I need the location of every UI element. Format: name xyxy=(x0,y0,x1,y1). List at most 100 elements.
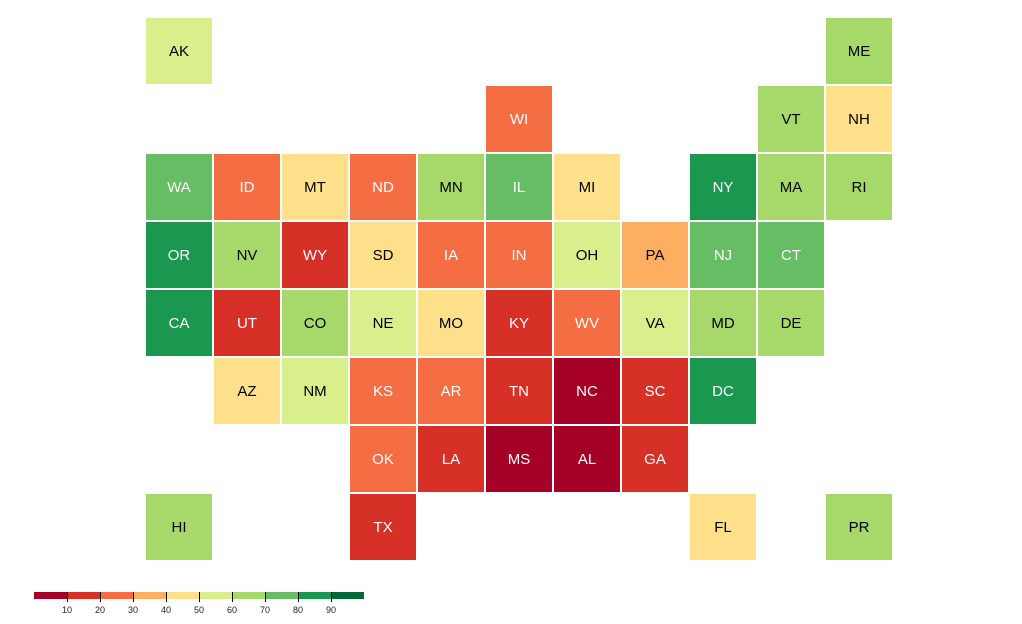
legend-tick-label: 20 xyxy=(94,605,105,615)
state-tile-oh[interactable]: OH xyxy=(554,222,620,288)
legend-tick xyxy=(133,592,134,602)
state-tile-sc[interactable]: SC xyxy=(622,358,688,424)
state-tile-ok[interactable]: OK xyxy=(350,426,416,492)
legend-swatch xyxy=(166,592,199,599)
legend-tick-label: 50 xyxy=(193,605,204,615)
state-label: TN xyxy=(509,382,529,400)
state-tile-pr[interactable]: PR xyxy=(826,494,892,560)
legend-swatch xyxy=(265,592,298,599)
state-tile-ky[interactable]: KY xyxy=(486,290,552,356)
state-tile-ar[interactable]: AR xyxy=(418,358,484,424)
state-tile-mt[interactable]: MT xyxy=(282,154,348,220)
state-tile-in[interactable]: IN xyxy=(486,222,552,288)
state-label: MS xyxy=(507,450,531,468)
state-label: NJ xyxy=(713,246,733,264)
state-label: KY xyxy=(508,314,529,332)
state-label: OH xyxy=(575,246,599,264)
state-label: MO xyxy=(438,314,464,332)
state-tile-vt[interactable]: VT xyxy=(758,86,824,152)
state-tile-ks[interactable]: KS xyxy=(350,358,416,424)
legend-swatch xyxy=(331,592,364,599)
state-label: CT xyxy=(781,246,801,264)
legend-swatch xyxy=(232,592,265,599)
state-tile-co[interactable]: CO xyxy=(282,290,348,356)
state-tile-ny[interactable]: NY xyxy=(690,154,756,220)
state-tile-tx[interactable]: TX xyxy=(350,494,416,560)
state-label: NV xyxy=(236,246,258,264)
state-tile-mi[interactable]: MI xyxy=(554,154,620,220)
state-tile-ut[interactable]: UT xyxy=(214,290,280,356)
state-tile-ct[interactable]: CT xyxy=(758,222,824,288)
state-tile-me[interactable]: ME xyxy=(826,18,892,84)
state-tile-mn[interactable]: MN xyxy=(418,154,484,220)
state-tile-wi[interactable]: WI xyxy=(486,86,552,152)
legend-tick-label: 60 xyxy=(226,605,237,615)
state-tile-md[interactable]: MD xyxy=(690,290,756,356)
state-tile-mo[interactable]: MO xyxy=(418,290,484,356)
state-tile-tn[interactable]: TN xyxy=(486,358,552,424)
state-tile-wa[interactable]: WA xyxy=(146,154,212,220)
legend-tick xyxy=(331,592,332,602)
state-tile-wy[interactable]: WY xyxy=(282,222,348,288)
state-label: RI xyxy=(851,178,867,196)
state-tile-nm[interactable]: NM xyxy=(282,358,348,424)
state-tile-ga[interactable]: GA xyxy=(622,426,688,492)
state-tile-ri[interactable]: RI xyxy=(826,154,892,220)
state-label: OK xyxy=(372,450,394,468)
state-label: CO xyxy=(303,314,327,332)
state-tile-nj[interactable]: NJ xyxy=(690,222,756,288)
state-tile-nc[interactable]: NC xyxy=(554,358,620,424)
state-tile-wv[interactable]: WV xyxy=(554,290,620,356)
state-label: ND xyxy=(372,178,394,196)
state-label: UT xyxy=(237,314,257,332)
legend-tick-label: 70 xyxy=(259,605,270,615)
legend-color-bar xyxy=(34,592,364,599)
legend-tick xyxy=(67,592,68,602)
state-tile-az[interactable]: AZ xyxy=(214,358,280,424)
state-label: TX xyxy=(373,518,393,536)
state-tile-il[interactable]: IL xyxy=(486,154,552,220)
state-label: AR xyxy=(440,382,462,400)
state-label: MN xyxy=(439,178,463,196)
state-label: ME xyxy=(847,42,871,60)
legend-tick xyxy=(298,592,299,602)
state-tile-hi[interactable]: HI xyxy=(146,494,212,560)
state-label: KS xyxy=(372,382,393,400)
legend-swatch xyxy=(133,592,166,599)
state-label: NH xyxy=(848,110,870,128)
state-tile-fl[interactable]: FL xyxy=(690,494,756,560)
state-tile-ak[interactable]: AK xyxy=(146,18,212,84)
state-label: ID xyxy=(239,178,255,196)
legend-tick xyxy=(100,592,101,602)
state-label: AK xyxy=(168,42,189,60)
legend-tick-label: 90 xyxy=(325,605,336,615)
state-label: IA xyxy=(443,246,459,264)
state-tile-al[interactable]: AL xyxy=(554,426,620,492)
state-label: MT xyxy=(304,178,326,196)
state-label: NC xyxy=(576,382,598,400)
state-tile-la[interactable]: LA xyxy=(418,426,484,492)
state-tile-ca[interactable]: CA xyxy=(146,290,212,356)
legend-swatch xyxy=(67,592,100,599)
state-label: VT xyxy=(781,110,801,128)
state-tile-ne[interactable]: NE xyxy=(350,290,416,356)
state-tile-nh[interactable]: NH xyxy=(826,86,892,152)
state-tile-pa[interactable]: PA xyxy=(622,222,688,288)
state-tile-nd[interactable]: ND xyxy=(350,154,416,220)
state-tile-id[interactable]: ID xyxy=(214,154,280,220)
state-tile-ma[interactable]: MA xyxy=(758,154,824,220)
state-tile-nv[interactable]: NV xyxy=(214,222,280,288)
state-tile-de[interactable]: DE xyxy=(758,290,824,356)
legend-tick-label: 10 xyxy=(61,605,72,615)
state-tile-va[interactable]: VA xyxy=(622,290,688,356)
state-tile-sd[interactable]: SD xyxy=(350,222,416,288)
state-label: SD xyxy=(372,246,394,264)
state-label: HI xyxy=(171,518,187,536)
state-label: SC xyxy=(644,382,666,400)
state-label: WA xyxy=(167,178,191,196)
state-tile-ms[interactable]: MS xyxy=(486,426,552,492)
state-tile-ia[interactable]: IA xyxy=(418,222,484,288)
state-tile-or[interactable]: OR xyxy=(146,222,212,288)
state-tile-dc[interactable]: DC xyxy=(690,358,756,424)
state-label: FL xyxy=(714,518,732,536)
